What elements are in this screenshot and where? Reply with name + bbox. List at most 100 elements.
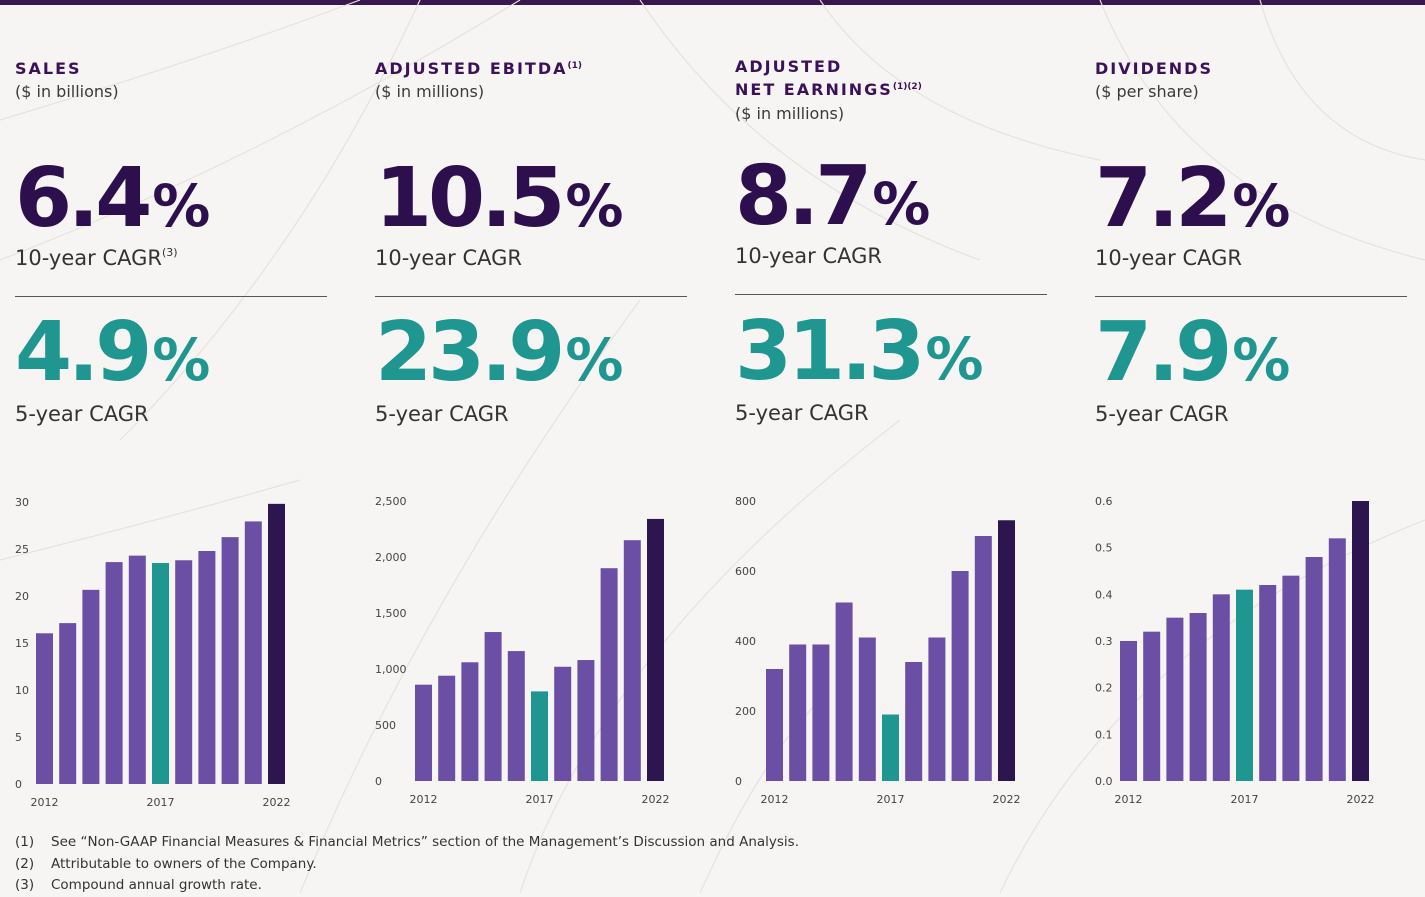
five-year-cagr-value: 23.9% <box>375 305 624 400</box>
five-year-cagr-value: 31.3% <box>735 304 984 399</box>
y-tick-label: 200 <box>735 705 756 718</box>
bar-2018 <box>554 666 572 781</box>
bar-2015 <box>484 632 502 781</box>
bar-2013 <box>59 623 77 784</box>
y-tick-label: 0.3 <box>1095 635 1113 648</box>
bar-2022 <box>998 520 1015 781</box>
y-tick-label: 500 <box>375 719 396 732</box>
bar-2017 <box>1236 589 1253 781</box>
y-tick-label: 400 <box>735 635 756 648</box>
divider-rule <box>375 296 687 297</box>
five-year-cagr-label: 5-year CAGR <box>375 402 509 426</box>
panel-title: SALES <box>15 59 82 78</box>
y-tick-label: 2,000 <box>375 551 407 564</box>
bar-2018 <box>1259 585 1277 781</box>
y-tick-label: 1,000 <box>375 663 407 676</box>
bar-2016 <box>128 555 146 784</box>
x-tick-label: 2022 <box>1347 793 1375 806</box>
sales-bar-chart: 0 5 10 15 20 25 30 2012 2017 2022 <box>15 496 291 809</box>
bar-2015 <box>105 562 123 784</box>
bar-2016 <box>507 651 525 781</box>
adjusted-net-earnings-panel: ADJUSTED NET EARNINGS(1)(2) ($ in millio… <box>735 0 1065 830</box>
footnote-1: (1) See “Non-GAAP Financial Measures & Fi… <box>15 834 799 850</box>
y-tick-label: 0.5 <box>1095 542 1113 555</box>
y-tick-label: 800 <box>735 495 756 508</box>
bar-2017 <box>152 563 169 784</box>
bar-2019 <box>198 551 216 784</box>
dividends-bar-chart: 0.0 0.1 0.2 0.3 0.4 0.5 0.6 2012 2017 2022 <box>1095 495 1375 806</box>
y-tick-label: 0.0 <box>1095 775 1113 788</box>
footnotes: (1) See “Non-GAAP Financial Measures & Fi… <box>15 832 799 897</box>
unit-label: ($ in billions) <box>15 82 119 101</box>
bar-2015 <box>835 602 853 781</box>
y-tick-label: 0 <box>375 775 382 788</box>
five-year-cagr-value: 4.9% <box>15 305 211 400</box>
ten-year-cagr-label: 10-year CAGR <box>375 246 522 270</box>
bar-2014 <box>812 644 830 781</box>
y-tick-label: 600 <box>735 565 756 578</box>
x-tick-label: 2017 <box>1231 793 1259 806</box>
bar-2019 <box>928 637 946 781</box>
ten-year-cagr-value: 7.2% <box>1095 151 1291 246</box>
y-tick-label: 0 <box>15 778 22 791</box>
adjusted-ebitda-bar-chart: 0 500 1,000 1,500 2,000 2,500 2012 2017 2022 <box>375 495 670 806</box>
ten-year-cagr-value: 6.4% <box>15 151 211 246</box>
y-tick-label: 5 <box>15 731 22 744</box>
bar-2022 <box>647 518 664 781</box>
footnote-3: (3) Compound annual growth rate. <box>15 877 262 893</box>
bar-2016 <box>858 637 876 781</box>
five-year-cagr-label: 5-year CAGR <box>1095 402 1229 426</box>
five-year-cagr-label: 5-year CAGR <box>735 401 869 425</box>
y-tick-label: 30 <box>15 496 29 509</box>
y-tick-label: 0.2 <box>1095 682 1113 695</box>
x-tick-label: 2012 <box>1115 793 1143 806</box>
bar-2017 <box>531 691 548 781</box>
bar-2020 <box>221 537 239 784</box>
y-tick-label: 0 <box>735 775 742 788</box>
bar-2017 <box>882 714 899 781</box>
five-year-cagr-label: 5-year CAGR <box>15 402 149 426</box>
bar-2012 <box>415 684 432 781</box>
bar-2012 <box>36 633 53 784</box>
x-tick-label: 2012 <box>31 796 59 809</box>
bar-2014 <box>82 589 100 784</box>
y-tick-label: 10 <box>15 684 29 697</box>
bar-2014 <box>1166 617 1184 781</box>
dividends-panel: DIVIDENDS ($ per share) 7.2% 10-year CAG… <box>1095 0 1425 830</box>
bar-2012 <box>1120 641 1137 781</box>
divider-rule <box>1095 296 1407 297</box>
bar-2015 <box>1189 613 1207 781</box>
bar-2020 <box>600 568 618 781</box>
ten-year-cagr-label: 10-year CAGR <box>1095 246 1242 270</box>
y-tick-label: 25 <box>15 543 29 556</box>
x-tick-label: 2017 <box>877 793 905 806</box>
ten-year-cagr-value: 10.5% <box>375 151 624 246</box>
panel-title: ADJUSTED EBITDA(1) <box>375 59 582 78</box>
x-tick-label: 2022 <box>642 793 670 806</box>
adjusted-ebitda-panel: ADJUSTED EBITDA(1) ($ in millions) 10.5%… <box>375 0 705 830</box>
five-year-cagr-value: 7.9% <box>1095 305 1291 400</box>
bar-2021 <box>974 536 992 781</box>
y-tick-label: 2,500 <box>375 495 407 508</box>
y-tick-label: 20 <box>15 590 29 603</box>
divider-rule <box>15 296 327 297</box>
bar-2020 <box>951 571 969 781</box>
panel-title: ADJUSTED NET EARNINGS(1)(2) <box>735 57 922 99</box>
unit-label: ($ per share) <box>1095 82 1199 101</box>
bar-2013 <box>789 644 807 781</box>
bar-2022 <box>268 503 285 784</box>
y-tick-label: 0.4 <box>1095 588 1113 601</box>
top-accent-bar <box>0 0 1425 5</box>
x-tick-label: 2012 <box>410 793 438 806</box>
x-tick-label: 2017 <box>147 796 175 809</box>
bar-2019 <box>1282 575 1300 781</box>
y-tick-label: 15 <box>15 637 29 650</box>
bar-2018 <box>175 560 193 784</box>
y-tick-label: 0.1 <box>1095 728 1113 741</box>
ten-year-cagr-value: 8.7% <box>735 149 931 244</box>
bar-2022 <box>1352 501 1369 781</box>
bar-2019 <box>577 660 595 781</box>
x-tick-label: 2022 <box>263 796 291 809</box>
bar-2021 <box>1328 538 1346 781</box>
